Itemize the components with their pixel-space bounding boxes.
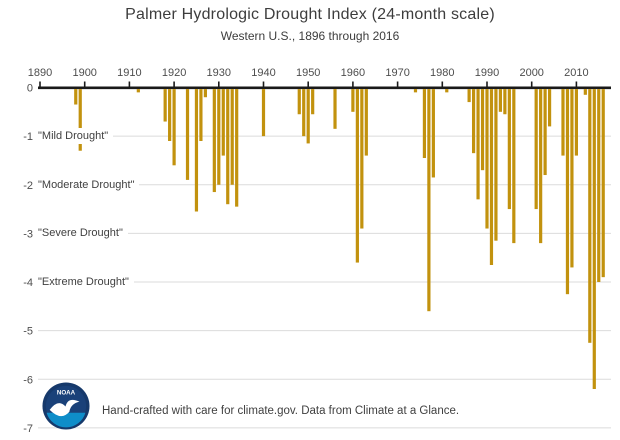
bar-1950: [306, 89, 310, 144]
chart-subtitle: Western U.S., 1896 through 2016: [220, 29, 400, 43]
bar-2009: [570, 89, 574, 268]
bar-1962: [360, 89, 364, 229]
zone-label-mild-drought: "Mild Drought": [38, 128, 114, 145]
x-tick-label-1920: 1920: [162, 67, 186, 79]
bar-1995: [507, 89, 511, 210]
bar-1987: [471, 89, 476, 154]
bar-1923: [185, 89, 190, 180]
bar-1951: [311, 89, 315, 115]
bar-1948: [297, 89, 301, 115]
bar-2008: [565, 89, 570, 295]
bar-1929: [212, 89, 216, 193]
bar-1961: [355, 89, 359, 263]
x-tick-label-1930: 1930: [207, 67, 231, 79]
noaa-logo: NOAA: [42, 382, 90, 430]
bar-1920: [172, 89, 176, 166]
x-tick-label-1910: 1910: [117, 67, 141, 79]
x-tick-label-1900: 1900: [72, 67, 96, 79]
bar-1932: [226, 89, 230, 205]
bar-2007: [561, 89, 565, 156]
bar-1899: [78, 89, 82, 151]
bar-2012: [583, 89, 587, 95]
bar-1940: [261, 89, 266, 137]
y-tick-label--6: -6: [23, 374, 33, 386]
bar-2013: [588, 89, 592, 343]
bar-1986: [467, 89, 471, 103]
footer: NOAA Hand-crafted with care for climate.…: [42, 381, 464, 431]
zone-label-extreme-drought: "Extreme Drought": [38, 274, 134, 291]
y-tick-label-0: 0: [27, 83, 33, 95]
noaa-logo-text: NOAA: [57, 389, 76, 396]
bar-1912: [136, 89, 140, 93]
bar-1992: [494, 89, 498, 241]
x-tick-label-1890: 1890: [28, 67, 52, 79]
zone-label-severe-drought: "Severe Drought": [38, 225, 128, 242]
y-tick-label--5: -5: [23, 326, 33, 338]
zone-label-moderate-drought: "Moderate Drought": [38, 176, 140, 193]
y-tick-label--3: -3: [23, 228, 33, 240]
bar-1993: [498, 89, 503, 112]
chart-title: Palmer Hydrologic Drought Index (24-mont…: [125, 6, 495, 23]
bar-1960: [351, 89, 355, 112]
x-tick-label-2000: 2000: [519, 67, 543, 79]
y-tick-label--2: -2: [23, 180, 33, 192]
bar-1931: [221, 89, 225, 156]
y-tick-label--1: -1: [23, 131, 33, 143]
bar-2002: [539, 89, 543, 244]
bar-1925: [194, 89, 199, 212]
bar-1981: [445, 89, 449, 93]
bar-1976: [422, 89, 427, 159]
bar-1990: [485, 89, 489, 229]
bar-1991: [489, 89, 494, 265]
bar-1919: [168, 89, 172, 141]
bar-1898: [74, 89, 78, 105]
bar-1988: [476, 89, 480, 200]
bar-1989: [480, 89, 485, 171]
bar-1977: [427, 89, 431, 312]
x-tick-label-1990: 1990: [475, 67, 499, 79]
bar-1918: [163, 89, 167, 122]
bar-1996: [512, 89, 516, 244]
bar-1934: [235, 89, 239, 207]
bar-1963: [364, 89, 368, 156]
bar-1930: [217, 89, 221, 185]
x-tick-label-1940: 1940: [251, 67, 275, 79]
bar-1927: [203, 89, 207, 98]
credit-text: Hand-crafted with care for climate.gov. …: [98, 403, 464, 419]
bar-2001: [534, 89, 538, 210]
bar-1926: [199, 89, 203, 141]
bar-1974: [413, 89, 418, 93]
bar-1933: [230, 89, 234, 185]
bar-1949: [302, 89, 306, 137]
bar-2015: [597, 89, 601, 283]
bar-1956: [333, 89, 337, 129]
bar-2003: [543, 89, 547, 176]
x-tick-label-1960: 1960: [341, 67, 365, 79]
bar-2016: [601, 89, 605, 278]
y-tick-label--4: -4: [23, 277, 33, 289]
x-tick-label-1980: 1980: [430, 67, 454, 79]
x-tick-label-1950: 1950: [296, 67, 320, 79]
bar-2014: [592, 89, 596, 390]
bar-1978: [431, 89, 435, 178]
bar-2010: [574, 89, 578, 156]
y-tick-label--7: -7: [23, 423, 33, 435]
bar-1994: [503, 89, 507, 115]
x-tick-label-2010: 2010: [564, 67, 588, 79]
x-tick-label-1970: 1970: [385, 67, 409, 79]
bar-2004: [547, 89, 552, 127]
